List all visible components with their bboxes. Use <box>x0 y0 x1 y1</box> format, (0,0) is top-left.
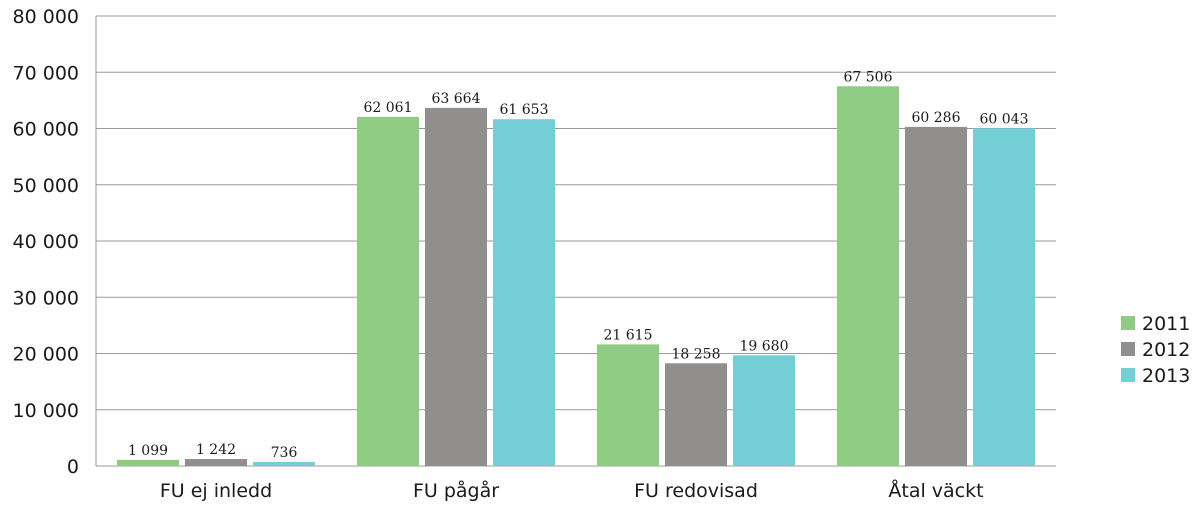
legend-label: 2012 <box>1142 339 1190 361</box>
data-label: 1 099 <box>128 443 168 459</box>
data-label: 1 242 <box>196 442 236 458</box>
bar <box>665 363 727 466</box>
bar <box>837 86 899 466</box>
bar <box>357 116 419 467</box>
legend-swatch <box>1121 368 1135 382</box>
bar <box>185 459 247 466</box>
legend-label: 2011 <box>1142 313 1190 335</box>
gridlines <box>96 15 1056 467</box>
legend-label: 2013 <box>1142 365 1190 387</box>
data-label: 67 506 <box>844 69 893 85</box>
data-label: 60 286 <box>912 110 961 126</box>
legend-swatch <box>1121 316 1135 330</box>
y-tick-label: 20 000 <box>13 344 79 366</box>
data-label: 62 061 <box>364 100 413 116</box>
y-axis-ticks: 0 10 000 20 000 30 000 40 000 50 000 60 000 70 … <box>13 6 79 478</box>
bar <box>597 344 659 466</box>
x-category-label: FU pågår <box>413 479 499 502</box>
y-tick-label: 40 000 <box>13 231 79 253</box>
data-label: 60 043 <box>980 111 1029 127</box>
legend: 2011 2012 2013 <box>1121 313 1190 387</box>
bar <box>493 119 555 466</box>
x-category-label: FU redovisad <box>634 480 758 502</box>
y-tick-label: 70 000 <box>13 62 79 84</box>
bar <box>973 128 1035 466</box>
data-label: 19 680 <box>740 338 789 354</box>
bar <box>733 355 795 466</box>
y-tick-label: 30 000 <box>13 287 79 309</box>
data-label: 18 258 <box>672 346 721 362</box>
y-tick-label: 50 000 <box>13 175 79 197</box>
x-category-label: FU ej inledd <box>160 480 272 502</box>
data-label: 63 664 <box>432 91 481 107</box>
y-tick-label: 0 <box>67 456 79 478</box>
data-label: 21 615 <box>604 327 653 343</box>
data-labels: 1 099 1 242 736 62 061 63 664 61 653 21 615 18 … <box>128 69 1029 461</box>
x-axis-categories: FU ej inledd FU pågår FU redovisad Åtal väc… <box>160 479 984 502</box>
bars <box>117 86 1035 467</box>
bar <box>425 107 487 466</box>
x-category-label: Åtal väckt <box>888 479 983 502</box>
y-tick-label: 60 000 <box>13 119 79 141</box>
bar <box>117 459 179 466</box>
data-label: 736 <box>271 445 298 461</box>
bar <box>905 126 967 467</box>
y-tick-label: 80 000 <box>13 6 79 28</box>
y-tick-label: 10 000 <box>13 400 79 422</box>
legend-swatch <box>1121 342 1135 356</box>
data-label: 61 653 <box>500 102 549 118</box>
bar <box>253 461 315 466</box>
